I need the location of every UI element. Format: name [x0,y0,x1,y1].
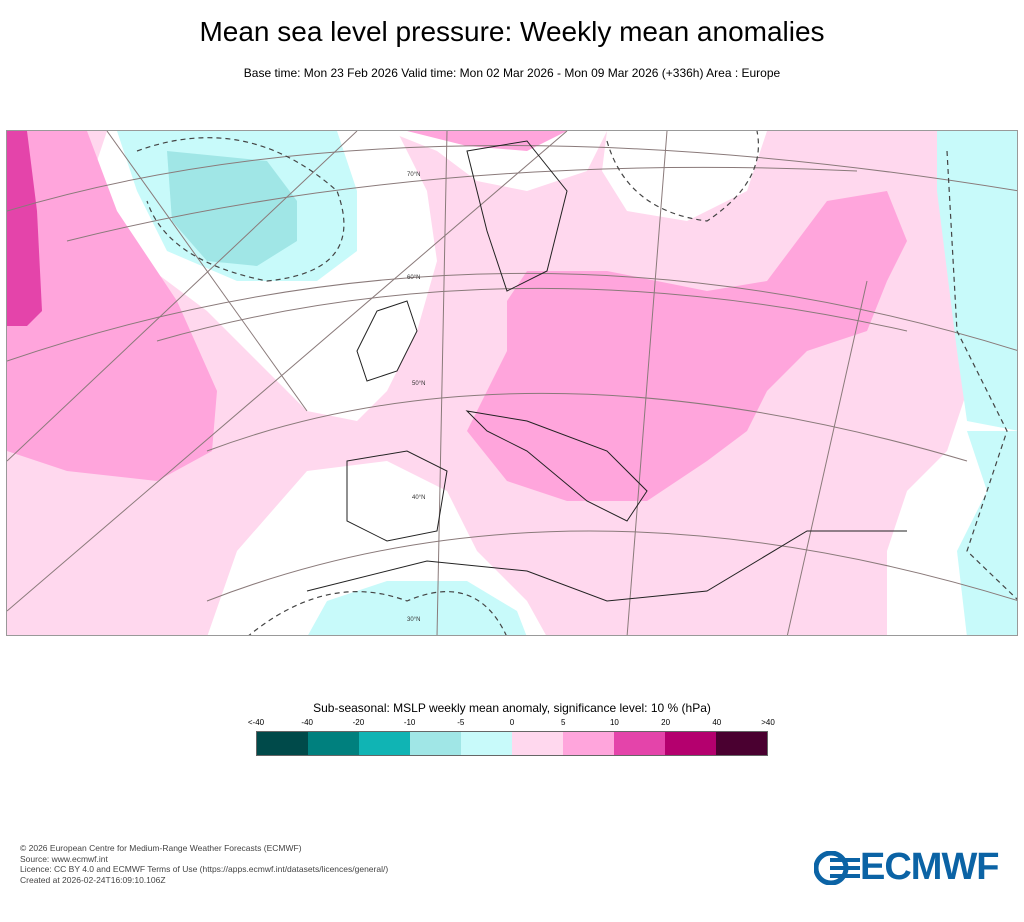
legend-swatch [716,732,767,755]
footer: © 2026 European Centre for Medium-Range … [20,843,388,885]
legend-tick-label: 0 [509,718,515,727]
graticule [7,131,1017,635]
ecmwf-logo: ECMWF [814,846,1000,889]
legend-swatch [461,732,512,755]
legend-tick-label: <-40 [247,718,265,727]
significance-contours [136,131,1017,635]
legend-swatch [410,732,461,755]
legend-swatch [563,732,614,755]
created-line: Created at 2026-02-24T16:09:10.106Z [20,874,166,885]
legend-swatch [512,732,563,755]
legend-tick-label: -40 [301,718,313,727]
legend-tick-label: -20 [352,718,365,727]
source-line: Source: www.ecmwf.int [20,853,108,864]
legend-swatch [614,732,665,755]
legend-tick-label: 20 [661,718,671,727]
ecmwf-logo-icon [814,850,860,885]
coastlines [306,140,907,602]
anomaly-pink-atlantic [7,131,217,481]
anomaly-magenta-west [7,131,42,326]
anomaly-cyan-south [308,581,527,635]
lat-label-50: 50°N [412,381,425,387]
legend-swatch [308,732,359,755]
lat-label-40: 40°N [412,495,425,501]
anomaly-mid-cyan-greenland [167,151,297,266]
legend-swatch [257,732,308,755]
legend-tick-label: 40 [712,718,722,727]
anomaly-cyan-northeast [937,131,1017,431]
legend-tick-label: -5 [457,718,465,727]
licence-line: Licence: CC BY 4.0 and ECMWF Terms of Us… [20,864,389,874]
legend-title: Sub-seasonal: MSLP weekly mean anomaly, … [313,701,711,715]
page-title: Mean sea level pressure: Weekly mean ano… [199,16,825,47]
legend-tick-label: 5 [560,718,566,727]
legend-tick-label: 10 [609,718,619,727]
copyright-line: © 2026 European Centre for Medium-Range … [20,843,302,853]
legend-swatch [665,732,716,755]
lat-label-60: 60°N [407,275,420,281]
anomaly-white-northeast [602,131,767,221]
legend-tick-label: -10 [403,718,416,727]
anomaly-cyan-east-low [957,431,1017,635]
lat-label-30: 30°N [407,617,420,623]
anomaly-pink-europe [467,191,907,501]
anomaly-map: 70°N 60°N 50°N 40°N 30°N [6,130,1018,636]
legend-ticks: <-40 -40 -20 -10 -5 0 5 10 20 40 >40 [248,718,775,730]
legend-tick-label: >40 [761,718,775,727]
lat-label-70: 70°N [407,172,420,178]
page-subtitle: Base time: Mon 23 Feb 2026 Valid time: M… [243,66,781,80]
color-legend [256,731,768,756]
ecmwf-logo-text: ECMWF [860,846,1000,888]
legend-swatch [359,732,410,755]
